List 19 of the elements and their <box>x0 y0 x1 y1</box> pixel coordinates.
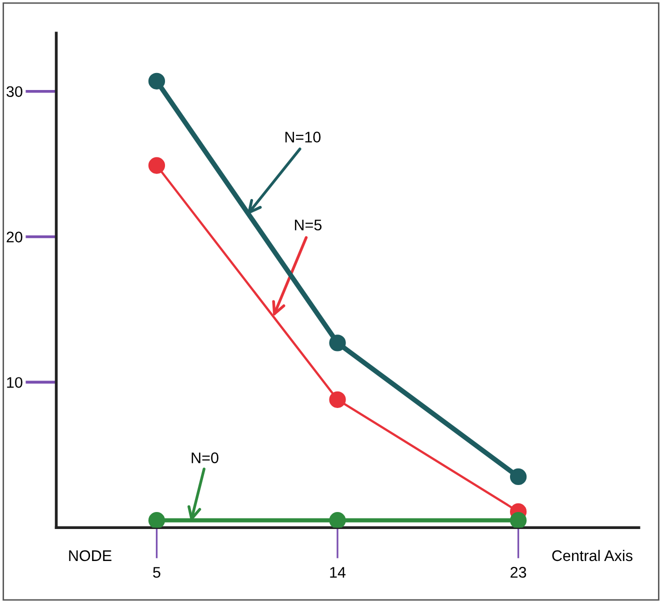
text: NODE <box>69 550 112 562</box>
point <box>329 334 346 352</box>
x-tick-label: 5 <box>153 567 160 578</box>
x-tick-label: 14 <box>330 567 346 578</box>
annotation: N=5 <box>294 220 322 230</box>
point <box>148 72 166 90</box>
point <box>510 468 527 486</box>
y-tick-label: 30 <box>6 86 22 98</box>
y-tick-label: 10 <box>7 377 22 388</box>
point <box>329 512 346 528</box>
annotation: N=0 <box>192 452 218 464</box>
x-tick-label: 23 <box>510 566 526 578</box>
annotation: N=10 <box>285 132 321 142</box>
point <box>510 512 527 528</box>
point <box>329 391 346 408</box>
x-axis-title: Central Axis <box>552 550 632 562</box>
y-tick-label: 20 <box>6 232 22 242</box>
point <box>148 512 166 528</box>
point <box>148 157 166 174</box>
